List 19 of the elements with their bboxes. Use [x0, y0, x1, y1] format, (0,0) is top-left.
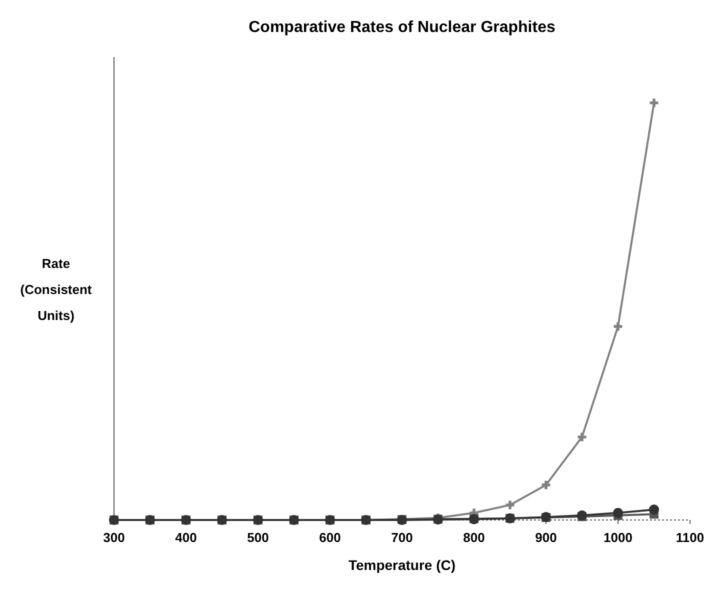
point — [542, 480, 550, 490]
x-tick-label: 1100 — [676, 530, 704, 545]
x-tick-label: 400 — [175, 530, 197, 545]
y-axis-title: Rate (Consistent Units) — [20, 256, 92, 323]
x-tick-label: 800 — [463, 530, 485, 545]
x-tick-label: 700 — [391, 530, 413, 545]
x-tick-label: 900 — [535, 530, 557, 545]
x-axis-title: Temperature (C) — [348, 557, 456, 573]
x-tick-label: 1000 — [604, 530, 632, 545]
point — [506, 500, 514, 510]
point — [648, 504, 660, 515]
point — [614, 322, 622, 331]
point — [612, 508, 624, 518]
point — [650, 98, 658, 108]
point — [578, 432, 586, 442]
x-tick-label: 500 — [247, 530, 269, 545]
x-tick-label: 600 — [319, 530, 341, 545]
x-tick-label: 300 — [103, 530, 125, 545]
chart-title: Comparative Rates of Nuclear Graphites — [248, 19, 556, 36]
